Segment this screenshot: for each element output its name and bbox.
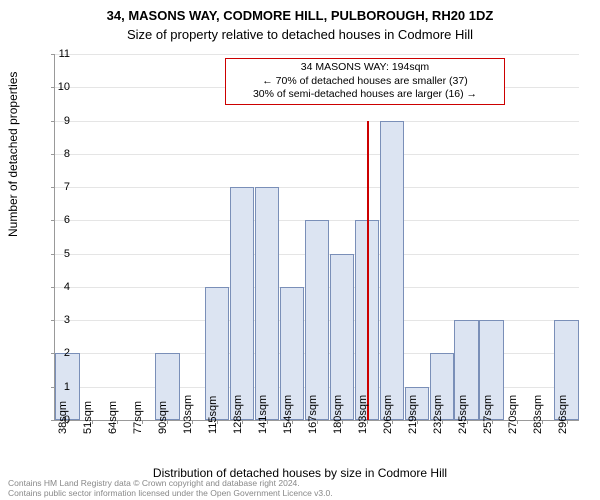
annotation-line2: ← 70% of detached houses are smaller (37… — [232, 75, 498, 89]
gridline — [55, 54, 579, 55]
y-tick-label: 5 — [50, 248, 70, 260]
y-tick-label: 8 — [50, 148, 70, 160]
y-tick-label: 3 — [50, 314, 70, 326]
y-tick-label: 11 — [50, 48, 70, 60]
chart-area: 34 MASONS WAY: 194sqm ← 70% of detached … — [54, 54, 578, 420]
y-tick-label: 4 — [50, 281, 70, 293]
y-tick-label: 1 — [50, 381, 70, 393]
annotation-callout: 34 MASONS WAY: 194sqm ← 70% of detached … — [225, 58, 505, 105]
y-tick-label: 10 — [50, 81, 70, 93]
plot-area: 34 MASONS WAY: 194sqm ← 70% of detached … — [54, 54, 579, 421]
annotation-line3: 30% of semi-detached houses are larger (… — [232, 88, 498, 102]
y-tick-label: 6 — [50, 214, 70, 226]
y-axis-label: Number of detached properties — [6, 72, 20, 237]
footer-attribution: Contains HM Land Registry data © Crown c… — [8, 478, 333, 498]
histogram-bar — [380, 121, 404, 420]
y-tick-label: 7 — [50, 181, 70, 193]
title-subtitle: Size of property relative to detached ho… — [0, 23, 600, 42]
gridline — [55, 121, 579, 122]
footer-line1: Contains HM Land Registry data © Crown c… — [8, 478, 333, 488]
property-marker-line — [367, 121, 369, 420]
histogram-bar — [230, 187, 254, 420]
gridline — [55, 187, 579, 188]
title-address: 34, MASONS WAY, CODMORE HILL, PULBOROUGH… — [0, 0, 600, 23]
annotation-line1: 34 MASONS WAY: 194sqm — [232, 61, 498, 75]
y-tick-label: 9 — [50, 115, 70, 127]
histogram-bar — [255, 187, 279, 420]
y-tick-label: 2 — [50, 347, 70, 359]
gridline — [55, 154, 579, 155]
histogram-bar — [305, 220, 329, 420]
footer-line2: Contains public sector information licen… — [8, 488, 333, 498]
